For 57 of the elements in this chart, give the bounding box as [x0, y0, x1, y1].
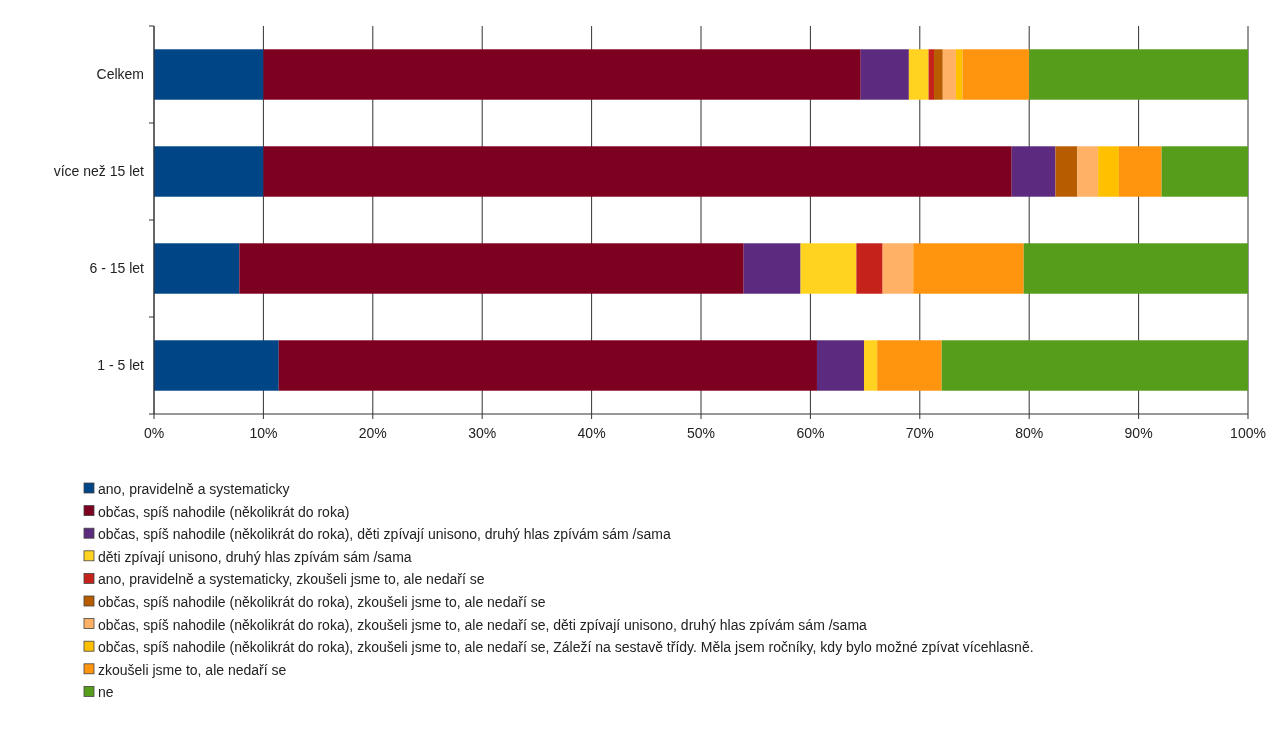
legend-label: ano, pravidelně a systematicky, zkoušeli jsme to, ale nedaří se: [98, 571, 485, 588]
legend-label: děti zpívají unisono, druhý hlas zpívám sám /sama: [98, 548, 412, 565]
bar: [154, 243, 240, 294]
legend-label: ne: [98, 684, 114, 701]
bar: [1077, 146, 1099, 197]
bar: [816, 340, 865, 391]
bar: [263, 49, 861, 100]
legend-label: zkoušeli jsme to, ale nedaří se: [98, 661, 287, 678]
x-tick-label: 90%: [1124, 425, 1153, 441]
bar: [942, 49, 956, 100]
bar: [239, 243, 744, 294]
bar: [1029, 49, 1248, 100]
bar: [154, 340, 279, 391]
bar: [856, 243, 883, 294]
x-tick-label: 70%: [905, 425, 934, 441]
legend-label: občas, spíš nahodile (několikrát do roka), děti zpívají unisono, druhý hlas zpívám sám /sama: [98, 526, 671, 543]
y-tick-label: 6 - 15 let: [89, 260, 145, 277]
legend-label: občas, spíš nahodile (několikrát do roka), zkoušeli jsme to, ale nedaří se, Záleží na sestavě třídy. Měla jsem ročníky, kdy bylo možné zpívat vícehlasně.: [98, 639, 1034, 656]
x-tick-label: 100%: [1230, 425, 1266, 441]
x-tick-label: 50%: [686, 425, 716, 441]
bar: [1023, 243, 1248, 294]
y-tick-label: více než 15 let: [53, 163, 145, 180]
x-tick-label: 0%: [143, 425, 165, 441]
bar: [962, 49, 1030, 100]
bar: [154, 49, 264, 100]
y-tick-label: Celkem: [96, 66, 144, 83]
bar: [278, 340, 817, 391]
bar: [860, 49, 909, 100]
bar: [263, 146, 1012, 197]
bar: [955, 49, 963, 100]
bar: [154, 146, 264, 197]
bar: [882, 243, 914, 294]
legend-label: občas, spíš nahodile (několikrát do roka), zkoušeli jsme to, ale nedaří se: [98, 593, 546, 610]
legend-label: ano, pravidelně a systematicky: [98, 480, 290, 497]
bar: [743, 243, 801, 294]
bar: [1055, 146, 1078, 197]
legend-label: občas, spíš nahodile (několikrát do roka), zkoušeli jsme to, ale nedaří se, děti zpívají unisono, druhý hlas zpívám sám /sama: [98, 616, 868, 633]
bar: [928, 49, 935, 100]
x-tick-label: 30%: [468, 425, 497, 441]
y-tick-label: 1 - 5 let: [97, 357, 145, 374]
bar: [800, 243, 857, 294]
bar: [908, 49, 929, 100]
bar: [934, 49, 943, 100]
bar: [1161, 146, 1248, 197]
x-tick-label: 40%: [577, 425, 606, 441]
bar: [941, 340, 1248, 391]
x-tick-label: 60%: [796, 425, 825, 441]
bar: [864, 340, 878, 391]
bar: [1118, 146, 1162, 197]
bar: [877, 340, 942, 391]
x-tick-label: 10%: [249, 425, 278, 441]
x-tick-label: 80%: [1015, 425, 1044, 441]
legend-label: občas, spíš nahodile (několikrát do roka): [98, 503, 350, 520]
bar: [913, 243, 1024, 294]
bar: [1098, 146, 1119, 197]
bar: [1011, 146, 1056, 197]
x-tick-label: 20%: [358, 425, 387, 441]
